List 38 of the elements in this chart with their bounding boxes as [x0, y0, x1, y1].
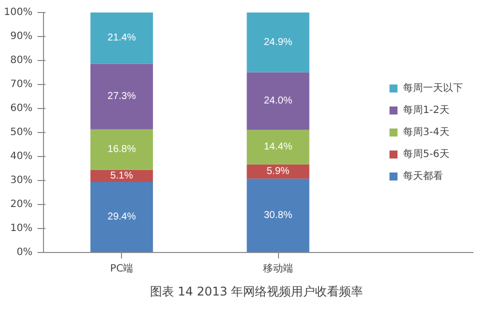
legend-label: 每周5-6天: [403, 148, 450, 161]
data-label: 24.0%: [264, 96, 292, 107]
y-tick-label: 0%: [16, 247, 33, 258]
y-tick-label: 40%: [10, 151, 33, 162]
bar: [90, 182, 153, 252]
bar: [90, 64, 153, 130]
y-tick-label: 10%: [10, 223, 33, 234]
y-tick-label: 20%: [10, 199, 33, 210]
data-label: 21.4%: [108, 32, 136, 44]
y-tick-label: 90%: [10, 31, 33, 42]
bar: [90, 12, 153, 64]
bar: [246, 72, 310, 130]
legend-label: 每周一天以下: [403, 82, 463, 95]
text: 图表 14 2013 年网络视频用户收看频率: [150, 284, 364, 298]
data-label: 29.4%: [108, 212, 136, 223]
x-tick-label: 移动端: [263, 262, 294, 274]
bar: [90, 170, 153, 182]
data-label: 5.9%: [266, 166, 290, 177]
y-tick-label: 30%: [10, 175, 33, 186]
y-tick-label: 80%: [10, 55, 33, 66]
data-label: 24.9%: [264, 36, 292, 48]
bar: [246, 178, 310, 252]
y-tick-label: 70%: [10, 79, 33, 90]
y-tick-label: 50%: [10, 127, 33, 138]
data-label: 27.3%: [108, 91, 136, 102]
bar: [90, 129, 153, 170]
data-label: 16.8%: [108, 144, 136, 156]
legend-label: 每周3-4天: [403, 126, 450, 139]
legend-label: 每天都看: [403, 170, 443, 183]
legend-label: 每周1-2天: [403, 104, 450, 117]
data-label: 30.8%: [264, 210, 292, 222]
data-label: 5.1%: [110, 170, 134, 182]
y-tick-label: 100%: [4, 7, 33, 18]
bar: [246, 130, 310, 164]
data-label: 14.4%: [264, 142, 292, 153]
y-tick-label: 60%: [10, 103, 33, 114]
x-tick-label: PC端: [110, 262, 134, 274]
bar: [246, 12, 310, 72]
